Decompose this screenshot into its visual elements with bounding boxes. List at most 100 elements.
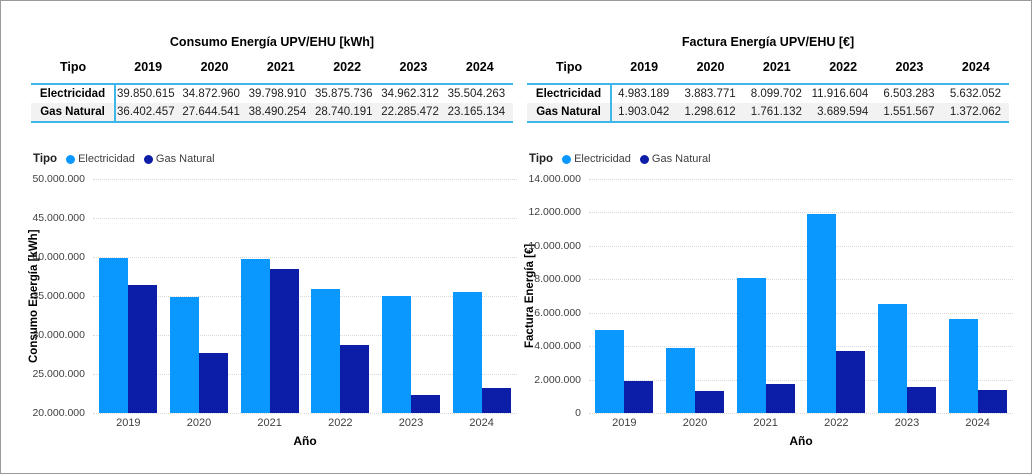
bar-gas-natural-2023[interactable] (410, 395, 440, 413)
plot-area (93, 179, 517, 414)
legend-item-label: Gas Natural (651, 153, 711, 165)
gridline (589, 379, 1013, 381)
bar-electricidad-2020[interactable] (169, 297, 199, 413)
cell-electricidad-2022: 35.875.736 (313, 83, 381, 103)
bar-group-2021 (234, 179, 305, 413)
cell-gas-natural-2023: 22.285.472 (380, 103, 447, 123)
legend-item-gas-natural[interactable]: Gas Natural (639, 153, 711, 165)
column-header-2022: 2022 (829, 60, 858, 74)
table-row-gas-natural[interactable]: Gas Natural 1.903.042 1.298.612 1.761.132 3.… (527, 103, 1009, 123)
cell-electricidad-2021: 39.798.910 (247, 83, 314, 103)
data-table: Tipo 2019 2020 2021 2022 2023 2024 Electricidad… (527, 58, 1009, 123)
bar-group-2023 (872, 179, 943, 413)
cell-gas-natural-2024: 1.372.062 (942, 103, 1009, 123)
bar-gas-natural-2022[interactable] (340, 344, 370, 413)
bar-gas-natural-2020[interactable] (198, 353, 228, 413)
bar-electricidad-2020[interactable] (665, 348, 695, 413)
cell-gas-natural-2024: 23.165.134 (446, 103, 513, 123)
bar-electricidad-2019[interactable] (595, 329, 625, 413)
bar-group-2024 (942, 179, 1013, 413)
gridline (93, 257, 517, 258)
x-axis-title: Año (789, 434, 813, 448)
bar-gas-natural-2024[interactable] (481, 388, 511, 413)
legend-item-label: Electricidad (574, 153, 631, 165)
bar-gas-natural-2023[interactable] (906, 387, 936, 413)
legend-item-electricidad[interactable]: Electricidad (66, 153, 135, 165)
y-tick-label: 4.000.000 (534, 340, 581, 353)
legend-item-electricidad[interactable]: Electricidad (562, 153, 631, 165)
x-axis-title: Año (293, 434, 317, 448)
bar-gas-natural-2019[interactable] (624, 381, 654, 413)
bar-group-2023 (376, 179, 447, 413)
y-tick-label: 10.000.000 (528, 239, 581, 252)
x-tick-label-2022: 2022 (824, 417, 849, 429)
cell-gas-natural-2021: 38.490.254 (247, 103, 314, 123)
cell-electricidad-2020: 3.883.771 (677, 83, 744, 103)
bar-gas-natural-2021[interactable] (765, 383, 795, 413)
bar-gas-natural-2022[interactable] (836, 351, 866, 413)
legend-item-label: Electricidad (78, 153, 135, 165)
table-title: Factura Energía UPV/EHU [€] (681, 35, 855, 49)
cell-electricidad-2024: 5.632.052 (942, 83, 1009, 103)
gridline (589, 312, 1013, 314)
bar-group-2019 (589, 179, 660, 413)
table-row-gas-natural[interactable]: Gas Natural 36.402.457 27.644.541 38.490.25… (31, 103, 513, 123)
table-row-electricidad[interactable]: Electricidad 4.983.189 3.883.771 8.099.702 1… (527, 83, 1009, 103)
cell-electricidad-2020: 34.872.960 (181, 83, 248, 103)
legend-swatch-icon (66, 154, 76, 164)
y-tick-label: 2.000.000 (534, 373, 581, 386)
consumption-table: Consumo Energía UPV/EHU [kWh] Tipo 2019 202… (31, 35, 513, 123)
column-header-tipo: Tipo (555, 60, 583, 74)
consumption-panel: Consumo Energía UPV/EHU [kWh] Tipo 2019 202… (25, 1, 525, 473)
x-tick-label-2024: 2024 (965, 417, 990, 429)
table-row-electricidad[interactable]: Electricidad 39.850.615 34.872.960 39.798.9… (31, 83, 513, 103)
x-tick-label-2021: 2021 (257, 417, 282, 429)
gridline (93, 218, 517, 219)
cell-electricidad-2024: 35.504.263 (446, 83, 513, 103)
y-tick-label: 35.000.000 (32, 290, 85, 302)
gridline (589, 245, 1013, 247)
y-tick-label: 40.000.000 (32, 251, 85, 263)
legend-item-gas-natural[interactable]: Gas Natural (143, 153, 215, 165)
consumption-bar-chart: Tipo Electricidad Gas Natural Consumo Energ… (25, 151, 525, 463)
bar-electricidad-2024[interactable] (948, 318, 978, 413)
column-header-2020: 2020 (696, 60, 725, 74)
legend-item-label: Gas Natural (155, 153, 215, 165)
y-tick-label: 6.000.000 (534, 306, 581, 319)
bar-electricidad-2022[interactable] (807, 213, 837, 413)
x-tick-label-2020: 2020 (682, 417, 708, 429)
bar-electricidad-2019[interactable] (99, 258, 129, 413)
gridline (589, 279, 1013, 281)
bar-gas-natural-2021[interactable] (269, 268, 299, 413)
legend-swatch-icon (143, 154, 153, 164)
bar-electricidad-2022[interactable] (311, 289, 341, 413)
bar-electricidad-2023[interactable] (877, 304, 907, 413)
bar-gas-natural-2020[interactable] (694, 391, 724, 413)
gridline (93, 179, 517, 180)
bar-group-2022 (801, 179, 872, 413)
gridline (589, 179, 1013, 180)
row-label-gas-natural: Gas Natural (527, 103, 613, 123)
bar-electricidad-2024[interactable] (452, 292, 482, 413)
gridline (93, 335, 517, 336)
bar-electricidad-2021[interactable] (240, 258, 270, 413)
x-tick-label-2019: 2019 (612, 417, 637, 429)
column-header-tipo: Tipo (59, 60, 87, 74)
bar-gas-natural-2019[interactable] (128, 285, 158, 413)
gridline (93, 296, 517, 297)
legend-swatch-icon (639, 154, 649, 164)
bar-group-2020 (164, 179, 235, 413)
y-tick-label: 20.000.000 (32, 407, 85, 419)
bar-gas-natural-2024[interactable] (977, 390, 1007, 413)
bar-electricidad-2023[interactable] (381, 296, 411, 413)
cell-gas-natural-2022: 3.689.594 (809, 103, 877, 123)
cell-electricidad-2021: 8.099.702 (743, 83, 810, 103)
table-head: Tipo 2019 2020 2021 2022 2023 2024 (527, 58, 1009, 84)
x-tick-label-2023: 2023 (894, 417, 920, 429)
x-tick-label-2021: 2021 (753, 417, 778, 429)
column-header-2024: 2024 (961, 60, 990, 74)
cell-gas-natural-2022: 28.740.191 (313, 103, 381, 123)
bar-electricidad-2021[interactable] (736, 277, 766, 413)
billing-panel: Factura Energía UPV/EHU [€] Tipo 2019 2020 2… (521, 1, 1021, 473)
gridline (589, 413, 1013, 414)
